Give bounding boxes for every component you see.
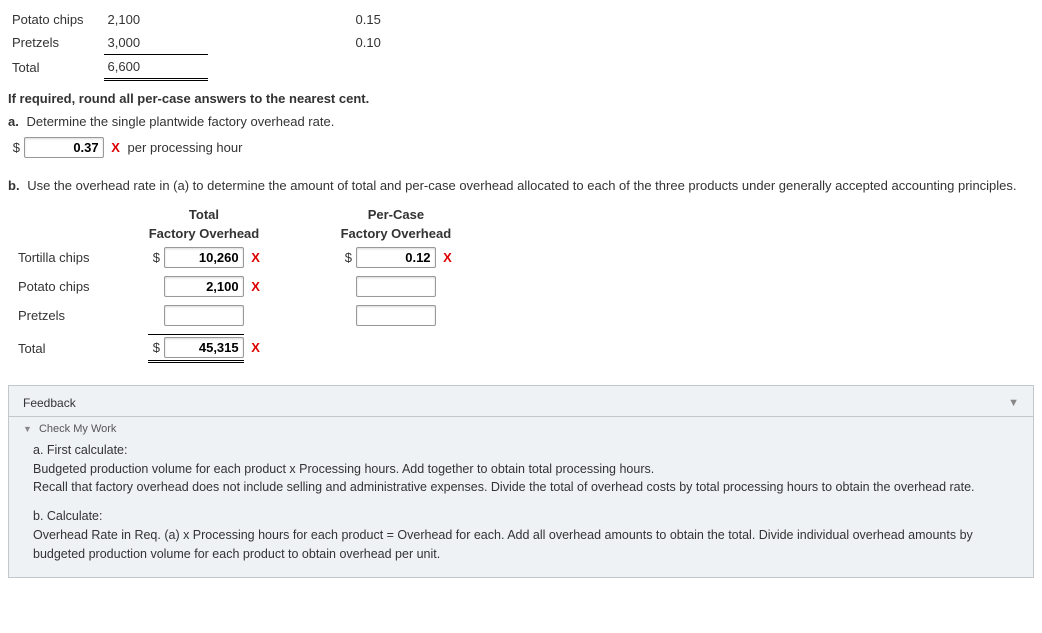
row-label: Pretzels xyxy=(8,301,138,330)
row-label: Potato chips xyxy=(8,8,104,31)
feedback-panel: Feedback ▼ Check My Work a. First calcul… xyxy=(8,385,1034,579)
percase-overhead-input[interactable] xyxy=(356,247,436,268)
rounding-instruction: If required, round all per-case answers … xyxy=(8,91,1034,106)
check-my-work-toggle[interactable]: Check My Work xyxy=(9,417,1033,435)
row-col1-total: 6,600 xyxy=(104,55,208,80)
row-label: Tortilla chips xyxy=(8,243,138,272)
overhead-table: Total Per-Case Factory Overhead Factory … xyxy=(8,205,462,367)
total-overhead-input[interactable] xyxy=(164,247,244,268)
currency-symbol: $ xyxy=(8,140,20,155)
feedback-title: Feedback xyxy=(23,396,76,410)
row-col1: 3,000 xyxy=(104,31,208,55)
row-col1: 2,100 xyxy=(104,8,208,31)
header-total-1: Total xyxy=(138,205,270,224)
row-col2: 0.15 xyxy=(352,8,456,31)
row-label-total: Total xyxy=(8,55,104,80)
collapse-icon[interactable]: ▼ xyxy=(1008,397,1019,409)
row-label: Potato chips xyxy=(8,272,138,301)
feedback-body: a. First calculate: Budgeted production … xyxy=(9,435,1033,578)
total-overhead-input[interactable] xyxy=(164,305,244,326)
feedback-line: Budgeted production volume for each prod… xyxy=(33,460,1019,479)
part-a-input[interactable] xyxy=(24,137,104,158)
feedback-line: b. Calculate: xyxy=(33,507,1019,526)
part-b-label: b. xyxy=(8,178,20,193)
percase-overhead-input[interactable] xyxy=(356,305,436,326)
header-percase-2: Factory Overhead xyxy=(330,224,462,243)
part-a-text: Determine the single plantwide factory o… xyxy=(26,114,334,129)
part-a-question: a. Determine the single plantwide factor… xyxy=(8,114,1034,129)
part-b-question: b. Use the overhead rate in (a) to deter… xyxy=(8,176,1034,197)
header-total-2: Factory Overhead xyxy=(138,224,270,243)
row-col2: 0.10 xyxy=(352,31,456,55)
feedback-line: a. First calculate: xyxy=(33,441,1019,460)
part-a-suffix: per processing hour xyxy=(128,140,243,155)
percase-overhead-input[interactable] xyxy=(356,276,436,297)
row-label: Pretzels xyxy=(8,31,104,55)
feedback-line: Overhead Rate in Req. (a) x Processing h… xyxy=(33,526,1019,564)
top-data-table: Potato chips 2,100 0.15 Pretzels 3,000 0… xyxy=(8,8,456,81)
total-row-label: Total xyxy=(8,330,138,367)
part-a-label: a. xyxy=(8,114,19,129)
total-overhead-input[interactable] xyxy=(164,276,244,297)
wrong-icon: X xyxy=(251,340,260,355)
wrong-icon: X xyxy=(251,250,260,265)
currency-symbol: $ xyxy=(148,340,160,355)
part-a-answer-row: $ X per processing hour xyxy=(8,137,1034,158)
part-b-text: Use the overhead rate in (a) to determin… xyxy=(27,178,1016,193)
wrong-icon: X xyxy=(251,279,260,294)
currency-symbol: $ xyxy=(148,250,160,265)
header-percase-1: Per-Case xyxy=(330,205,462,224)
feedback-line: Recall that factory overhead does not in… xyxy=(33,478,1019,497)
wrong-icon: X xyxy=(111,140,120,155)
total-sum-input[interactable] xyxy=(164,337,244,358)
wrong-icon: X xyxy=(443,250,452,265)
currency-symbol: $ xyxy=(340,250,352,265)
